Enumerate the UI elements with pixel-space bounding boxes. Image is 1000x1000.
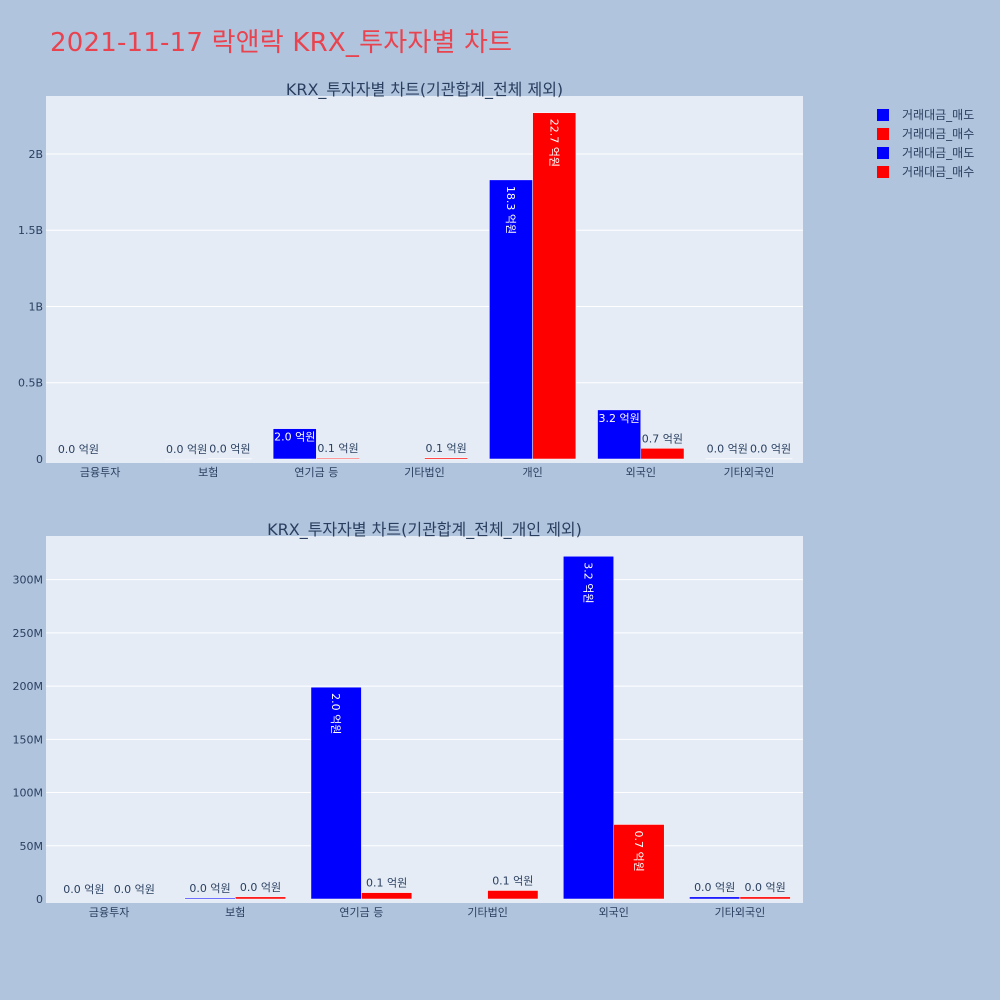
- bar-sell: [310, 686, 362, 900]
- bar-value-label: 22.7 억원: [547, 119, 560, 167]
- legend-item-label: 거래대금_매도: [902, 108, 974, 122]
- x-tick-label: 보험: [225, 906, 245, 919]
- x-tick-label: 외국인: [626, 466, 656, 479]
- x-tick-label: 보험: [198, 466, 218, 479]
- bar-buy: [739, 896, 791, 900]
- y-tick-label: 0: [36, 893, 43, 906]
- y-tick-label: 2B: [28, 148, 43, 161]
- x-tick-label: 금융투자: [80, 466, 120, 479]
- y-tick-label: 0.5B: [18, 377, 43, 390]
- x-tick-label: 외국인: [599, 906, 629, 919]
- legend-item-label: 거래대금_매도: [902, 146, 974, 160]
- y-tick-label: 0: [36, 453, 43, 466]
- bar-sell: [689, 896, 741, 900]
- bar-buy: [361, 892, 413, 900]
- bar-value-label: 0.0 억원: [189, 882, 230, 895]
- bar-value-label: 0.0 억원: [63, 883, 104, 896]
- bar-buy: [640, 448, 685, 460]
- bar-sell: [184, 897, 236, 900]
- y-tick-label: 300M: [13, 574, 44, 587]
- x-tick-label: 연기금 등: [339, 906, 383, 919]
- y-tick-label: 100M: [13, 787, 44, 800]
- y-tick-label: 1.5B: [18, 224, 43, 237]
- bar-sell: [563, 555, 614, 900]
- bar-buy: [613, 824, 665, 900]
- bar-sell: [272, 428, 317, 460]
- y-tick-label: 150M: [13, 733, 44, 746]
- y-tick-label: 1B: [28, 300, 43, 313]
- page-title: 2021-11-17 락앤락 KRX_투자자별 차트: [50, 28, 513, 58]
- x-tick-label: 금융투자: [89, 906, 129, 919]
- bar-value-label: 0.0 억원: [745, 881, 786, 894]
- bar-value-label: 0.0 억원: [694, 881, 735, 894]
- bar-value-label: 0.1 억원: [366, 877, 407, 890]
- bar-buy: [235, 896, 286, 900]
- bar-buy: [316, 457, 360, 460]
- bar-value-label: 0.0 억원: [209, 443, 250, 456]
- y-tick-label: 250M: [13, 627, 44, 640]
- legend-swatch: [877, 166, 889, 178]
- bar-sell: [597, 409, 642, 460]
- legend-swatch: [877, 109, 889, 121]
- legend-item-label: 거래대금_매수: [902, 165, 974, 179]
- bar-value-label: 0.1 억원: [426, 442, 467, 455]
- bar-value-label: 2.0 억원: [329, 693, 342, 734]
- x-tick-label: 개인: [523, 466, 543, 479]
- x-tick-label: 기타외국인: [724, 466, 775, 479]
- bar-value-label: 0.0 억원: [707, 443, 748, 456]
- x-tick-label: 연기금 등: [294, 466, 338, 479]
- bar-value-label: 2.0 억원: [274, 431, 315, 444]
- plot-area-1: [46, 96, 803, 463]
- bar-value-label: 18.3 억원: [504, 186, 517, 234]
- x-tick-label: 기타법인: [404, 466, 444, 479]
- legend-item-label: 거래대금_매수: [902, 127, 974, 141]
- bar-value-label: 0.0 억원: [58, 443, 99, 456]
- bar-value-label: 0.0 억원: [114, 883, 155, 896]
- plot-area-2: [46, 536, 803, 903]
- bar-value-label: 0.1 억원: [317, 442, 358, 455]
- bar-sell: [489, 179, 533, 460]
- chart-title-2: KRX_투자자별 차트(기관합계_전체_개인 제외): [267, 520, 582, 540]
- bar-value-label: 0.0 억원: [240, 881, 281, 894]
- bar-value-label: 0.1 억원: [492, 874, 533, 887]
- bar-value-label: 0.7 억원: [642, 432, 683, 445]
- bar-value-label: 3.2 억원: [599, 412, 640, 425]
- y-tick-label: 200M: [13, 680, 44, 693]
- y-tick-label: 50M: [20, 840, 44, 853]
- bar-buy: [532, 112, 577, 460]
- chart-title-1: KRX_투자자별 차트(기관합계_전체 제외): [286, 80, 563, 100]
- legend-swatch: [877, 128, 889, 140]
- bar-value-label: 0.0 억원: [750, 443, 791, 456]
- bar-value-label: 3.2 억원: [582, 562, 595, 603]
- bar-buy: [424, 457, 469, 460]
- bar-value-label: 0.0 억원: [166, 443, 207, 456]
- bar-value-label: 0.7 억원: [632, 830, 645, 871]
- bar-buy: [487, 890, 539, 900]
- x-tick-label: 기타외국인: [715, 906, 766, 919]
- x-tick-label: 기타법인: [467, 906, 507, 919]
- legend-swatch: [877, 147, 889, 159]
